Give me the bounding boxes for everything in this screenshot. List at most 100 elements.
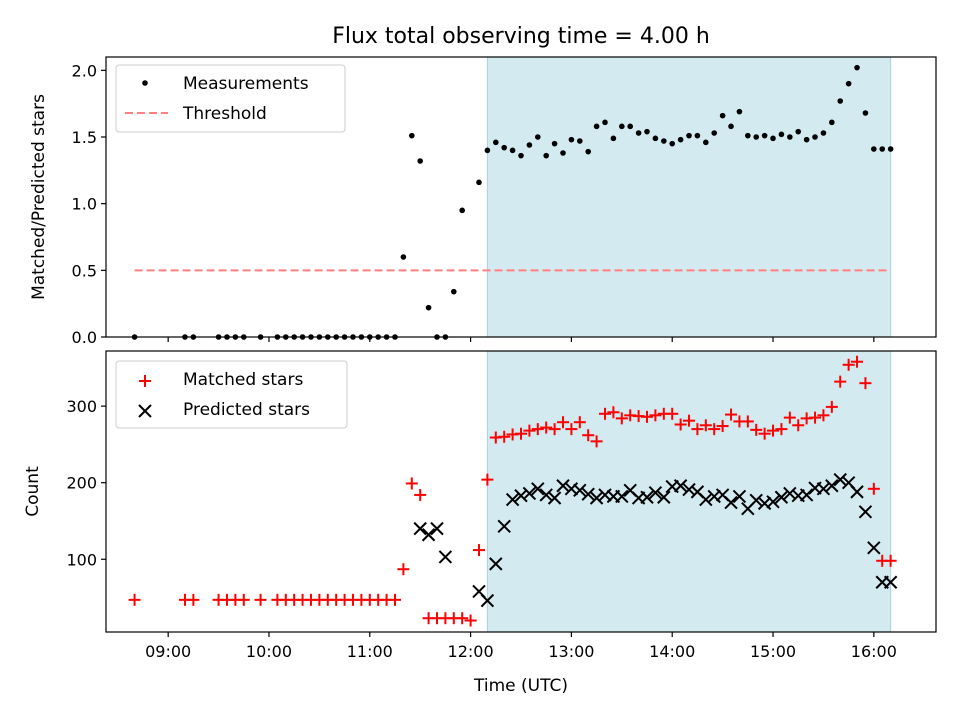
top-ytick-label: 1.5 xyxy=(72,128,97,147)
predicted-star-point xyxy=(648,485,663,500)
measurement-point xyxy=(585,148,592,155)
matched-star-point xyxy=(716,420,729,433)
predicted-star-point xyxy=(421,528,436,542)
legend-measurements-label: Measurements xyxy=(183,74,309,94)
bottom-ytick-label: 300 xyxy=(66,397,97,416)
predicted-star-point xyxy=(573,483,587,498)
top-ytick-label: 0.5 xyxy=(72,261,97,280)
xtick-label: 14:00 xyxy=(649,642,695,661)
predicted-star-point xyxy=(589,491,604,505)
measurement-point xyxy=(560,150,566,156)
measurement-point xyxy=(425,304,432,311)
bottom-ytick-label: 200 xyxy=(66,474,97,493)
measurement-point xyxy=(526,142,533,148)
matched-star-point xyxy=(590,435,603,448)
predicted-star-point xyxy=(732,489,747,504)
matched-star-point xyxy=(464,614,477,627)
legend-matched-label: Matched stars xyxy=(183,370,303,390)
predicted-star-point xyxy=(531,482,545,496)
matched-star-point xyxy=(557,416,570,429)
measurement-point xyxy=(862,110,869,116)
bottom-legend: Matched stars Predicted stars xyxy=(115,360,348,429)
bottom-plot-frame xyxy=(105,350,937,633)
top-ytick-label: 0.0 xyxy=(72,328,97,347)
measurement-point xyxy=(543,152,550,159)
measurement-point xyxy=(761,132,768,139)
matched-star-point xyxy=(842,358,855,371)
predicted-star-point xyxy=(783,486,797,501)
measurement-point xyxy=(635,130,642,136)
matched-star-point xyxy=(884,554,897,567)
legend-measurements-marker xyxy=(142,80,148,86)
matched-star-point xyxy=(472,544,485,557)
top-y-axis-label: Matched/Predicted stars xyxy=(29,94,49,300)
matched-star-point xyxy=(515,427,527,440)
predicted-star-point xyxy=(816,482,831,496)
matched-star-point xyxy=(237,593,250,606)
matched-star-point xyxy=(397,563,410,576)
matched-star-point xyxy=(699,419,712,432)
predicted-star-point xyxy=(438,550,453,564)
predicted-star-point xyxy=(556,479,570,493)
predicted-star-point xyxy=(640,490,654,504)
matched-star-point xyxy=(792,419,805,432)
bottom-panel: 100 200 300 09:00 10:00 11:00 12:00 13:00 14:00 1… xyxy=(23,350,937,696)
predicted-star-point xyxy=(505,492,520,507)
bottom-shaded-span xyxy=(486,350,892,633)
figure-title: Flux total observing time = 4.00 h xyxy=(332,24,710,49)
bottom-ytick-label: 100 xyxy=(66,550,97,569)
measurement-point xyxy=(829,119,835,126)
measurement-point xyxy=(459,207,465,214)
bottom-axis-ticks: 100 200 300 09:00 10:00 11:00 12:00 13:00 14:00 1… xyxy=(66,397,896,661)
predicted-star-point xyxy=(657,490,671,504)
matched-star-point xyxy=(540,421,553,434)
measurement-point xyxy=(593,123,600,130)
matched-star-point xyxy=(666,407,679,420)
measurement-point xyxy=(736,108,743,115)
measurement-point xyxy=(619,123,625,130)
measurement-point xyxy=(787,134,793,140)
xtick-label: 10:00 xyxy=(246,642,292,661)
measurement-point xyxy=(501,144,507,151)
measurement-point xyxy=(770,135,776,142)
predicted-star-point xyxy=(850,485,864,499)
matched-star-point xyxy=(456,612,469,625)
predicted-star-point xyxy=(867,541,881,555)
measurement-point xyxy=(551,140,558,147)
matched-star-point xyxy=(582,429,595,442)
matched-star-point xyxy=(548,423,561,436)
xtick-label: 11:00 xyxy=(347,642,393,661)
top-plot-frame xyxy=(105,56,937,338)
predicted-star-point xyxy=(724,495,738,510)
legend-predicted-label: Predicted stars xyxy=(183,400,310,420)
matched-star-point xyxy=(708,423,721,436)
bottom-legend-box xyxy=(115,360,348,429)
measurement-point xyxy=(509,147,516,154)
predicted-star-point xyxy=(682,482,696,497)
matched-star-point xyxy=(851,355,864,368)
measurement-point xyxy=(652,135,659,142)
matched-star-point xyxy=(867,482,880,495)
matched-star-point xyxy=(254,593,267,606)
predicted-star-point xyxy=(774,490,789,504)
measurement-point xyxy=(795,128,802,135)
measurement-point xyxy=(535,134,541,140)
predicted-stars-points xyxy=(413,472,898,608)
xtick-label: 12:00 xyxy=(448,642,494,661)
measurement-point xyxy=(417,158,423,164)
matched-star-point xyxy=(691,423,704,436)
matched-star-point xyxy=(599,407,612,420)
matched-star-point xyxy=(741,415,754,428)
predicted-star-point xyxy=(489,557,503,571)
predicted-star-point xyxy=(749,493,763,508)
matched-star-point xyxy=(607,406,620,419)
measurement-point xyxy=(854,64,860,71)
xtick-label: 16:00 xyxy=(851,642,897,661)
xtick-label: 15:00 xyxy=(750,642,796,661)
measurement-point xyxy=(492,139,499,146)
matched-star-point xyxy=(725,408,738,421)
legend-threshold-label: Threshold xyxy=(182,104,267,124)
measurement-point xyxy=(719,112,726,119)
top-shaded-span xyxy=(486,56,892,338)
matched-stars-points xyxy=(128,355,897,627)
